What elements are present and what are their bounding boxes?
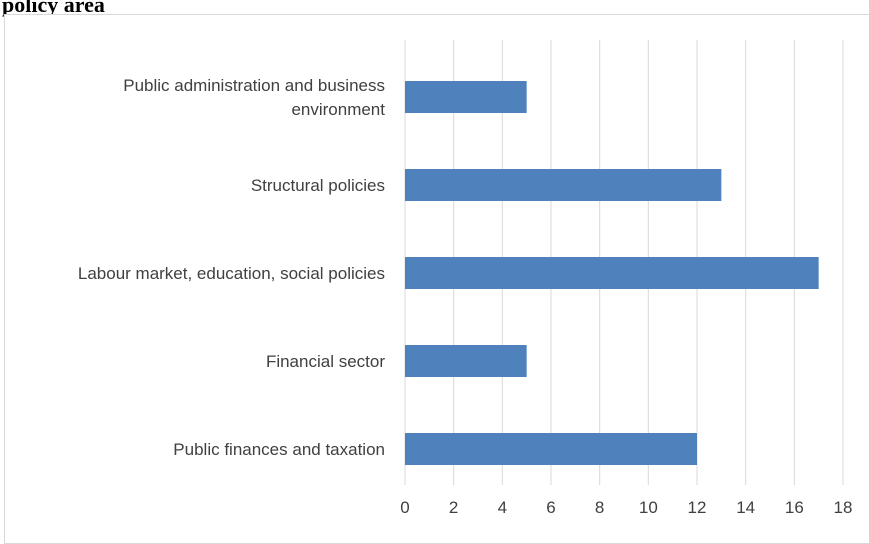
category-label: Public finances and taxation <box>173 440 385 459</box>
category-label: Structural policies <box>251 176 385 195</box>
x-tick-label: 4 <box>498 498 507 517</box>
x-tick-label: 0 <box>400 498 409 517</box>
bar <box>405 81 527 113</box>
category-label: Financial sector <box>266 352 385 371</box>
category-labels: Public administration and business enviro… <box>78 76 385 459</box>
bar <box>405 169 722 201</box>
bar <box>405 257 819 289</box>
bar <box>405 345 527 377</box>
x-tick-label: 16 <box>785 498 804 517</box>
category-label: Labour market, education, social policie… <box>78 264 385 283</box>
x-tick-label: 14 <box>736 498 755 517</box>
x-tick-label: 10 <box>639 498 658 517</box>
category-label: environment <box>291 100 385 119</box>
x-tick-label: 12 <box>688 498 707 517</box>
x-tick-label: 18 <box>834 498 853 517</box>
x-tick-label: 8 <box>595 498 604 517</box>
chart-title: policy area <box>2 0 105 17</box>
bars <box>405 81 819 465</box>
x-tick-label: 2 <box>449 498 458 517</box>
x-axis-tick-labels: 0 2 4 6 8 10 12 14 16 18 <box>400 498 852 517</box>
x-tick-label: 6 <box>546 498 555 517</box>
category-label: Public administration and business <box>123 76 385 95</box>
bar <box>405 433 697 465</box>
bar-chart: Public administration and business enviro… <box>78 40 852 517</box>
